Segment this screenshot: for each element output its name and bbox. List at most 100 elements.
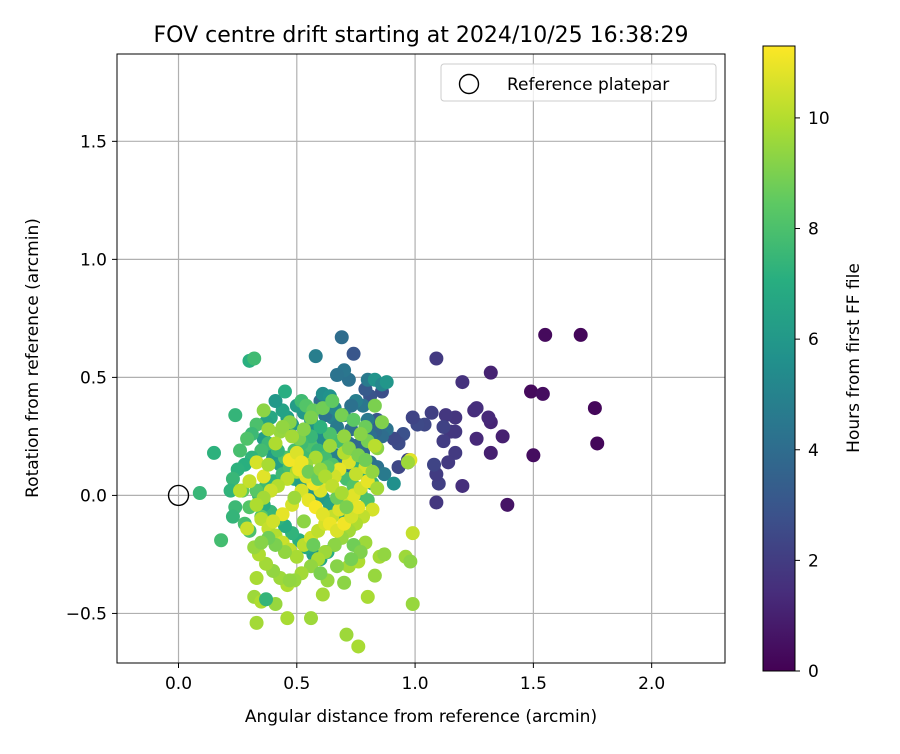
data-point bbox=[233, 483, 248, 498]
data-point bbox=[287, 490, 302, 505]
axis-ticks: 0.0 0.5 1.0 1.5 2.0 −0.5 0.0 0.5 1.0 1.5 bbox=[66, 132, 665, 694]
data-point bbox=[261, 457, 276, 472]
data-point bbox=[334, 408, 349, 423]
colorbar-tick-label: 6 bbox=[808, 330, 819, 350]
data-point bbox=[469, 431, 484, 446]
y-axis-label: Rotation from reference (arcmin) bbox=[23, 218, 43, 498]
data-point bbox=[438, 408, 453, 423]
data-point bbox=[325, 393, 340, 408]
data-point bbox=[240, 431, 255, 446]
data-point bbox=[377, 547, 392, 562]
colorbar-label: Hours from first FF file bbox=[844, 263, 864, 453]
data-point bbox=[590, 436, 605, 451]
x-tick-label: 2.0 bbox=[638, 674, 665, 694]
grid-lines bbox=[117, 54, 725, 663]
data-point bbox=[365, 464, 380, 479]
data-point bbox=[436, 419, 451, 434]
data-point bbox=[358, 453, 373, 467]
data-point bbox=[249, 497, 264, 512]
data-point bbox=[455, 375, 470, 390]
colorbar-tick-label: 0 bbox=[808, 662, 819, 682]
colorbar-tick-label: 4 bbox=[808, 441, 819, 461]
data-point bbox=[483, 445, 498, 460]
colorbar-tick-label: 10 bbox=[808, 109, 830, 129]
data-point bbox=[500, 497, 515, 512]
data-point bbox=[303, 611, 318, 626]
data-point bbox=[275, 419, 290, 434]
data-point bbox=[427, 457, 442, 472]
data-point bbox=[360, 589, 375, 604]
data-point bbox=[206, 445, 221, 460]
chart-title: FOV centre drift starting at 2024/10/25 … bbox=[154, 23, 689, 48]
data-point bbox=[441, 455, 456, 470]
x-tick-label: 0.5 bbox=[283, 674, 310, 694]
data-point bbox=[436, 434, 451, 449]
data-point bbox=[367, 398, 382, 413]
x-axis-label: Angular distance from reference (arcmin) bbox=[245, 707, 597, 727]
y-tick-label: −0.5 bbox=[66, 604, 107, 624]
data-point bbox=[495, 429, 510, 444]
data-point bbox=[481, 410, 496, 425]
data-point bbox=[225, 509, 240, 524]
data-point bbox=[192, 486, 207, 501]
data-point bbox=[339, 627, 354, 642]
data-point bbox=[535, 386, 550, 401]
data-point bbox=[249, 615, 264, 630]
data-point bbox=[339, 500, 354, 515]
colorbar-tick-label: 8 bbox=[808, 220, 819, 240]
data-point bbox=[526, 448, 541, 463]
data-point bbox=[247, 351, 262, 366]
y-tick-label: 0.0 bbox=[80, 486, 107, 506]
data-point bbox=[249, 455, 264, 470]
data-point bbox=[277, 384, 292, 399]
data-point bbox=[538, 327, 553, 342]
colorbar-tick-label: 2 bbox=[808, 551, 819, 571]
data-point bbox=[254, 535, 269, 550]
data-point bbox=[351, 500, 366, 515]
data-point bbox=[228, 408, 243, 423]
data-point bbox=[233, 443, 248, 458]
data-point bbox=[268, 436, 283, 451]
legend: Reference platepar bbox=[440, 63, 717, 102]
colorbar-gradient bbox=[762, 45, 796, 672]
data-point bbox=[214, 533, 229, 548]
data-point bbox=[249, 571, 264, 586]
data-point bbox=[374, 415, 389, 430]
legend-box bbox=[440, 63, 717, 102]
reference-platepar-marker bbox=[167, 484, 190, 507]
data-point bbox=[303, 410, 318, 425]
x-tick-label: 1.5 bbox=[520, 674, 547, 694]
data-point bbox=[285, 429, 300, 444]
data-point bbox=[379, 375, 394, 390]
data-point bbox=[313, 419, 328, 434]
data-point bbox=[282, 573, 297, 588]
data-point bbox=[337, 429, 352, 444]
data-point bbox=[587, 401, 602, 416]
data-point bbox=[353, 427, 368, 442]
data-point bbox=[400, 455, 415, 470]
data-point bbox=[308, 349, 323, 364]
data-point bbox=[346, 412, 361, 427]
colorbar: 0 2 4 6 8 10 Hours from first FF file bbox=[762, 45, 864, 682]
data-point bbox=[337, 575, 352, 590]
data-point bbox=[240, 521, 255, 536]
data-point bbox=[370, 481, 385, 496]
data-point bbox=[296, 422, 311, 437]
data-point bbox=[322, 438, 337, 453]
data-point bbox=[268, 393, 283, 408]
data-point bbox=[330, 368, 345, 383]
data-point bbox=[259, 592, 274, 607]
y-tick-label: 1.5 bbox=[80, 132, 107, 152]
data-point bbox=[405, 526, 420, 541]
data-point bbox=[429, 351, 444, 366]
data-point bbox=[386, 476, 401, 491]
data-point bbox=[405, 596, 420, 611]
data-point bbox=[330, 559, 345, 574]
data-point bbox=[424, 405, 439, 420]
data-point bbox=[573, 327, 588, 342]
data-point bbox=[344, 552, 359, 567]
data-point bbox=[469, 401, 484, 416]
data-point bbox=[348, 467, 363, 482]
y-tick-label: 1.0 bbox=[80, 250, 107, 270]
